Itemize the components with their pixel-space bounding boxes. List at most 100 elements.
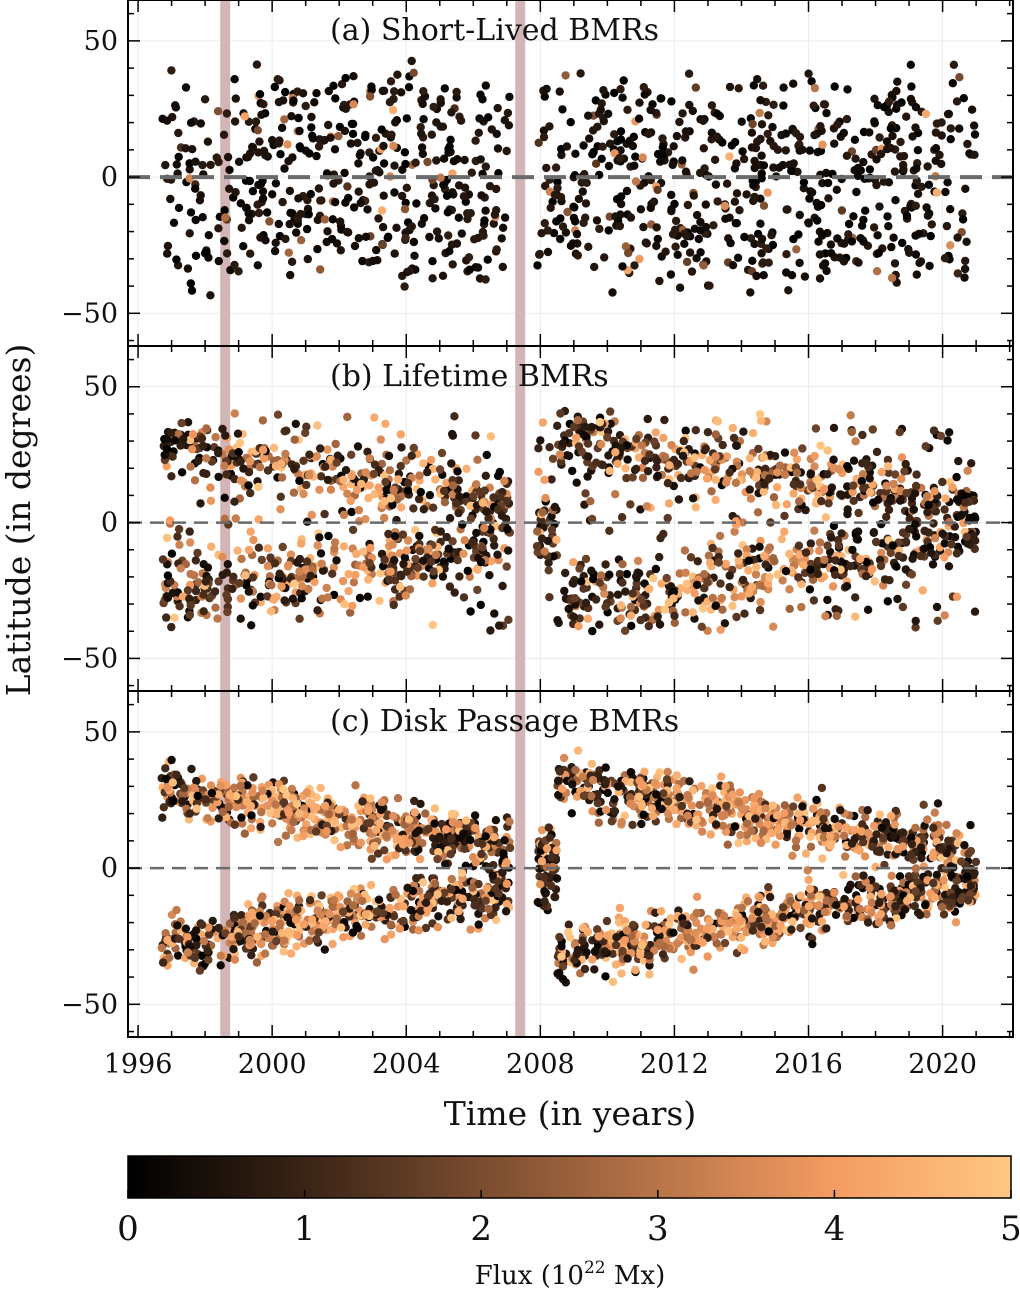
data-point (603, 427, 613, 436)
data-point (669, 142, 678, 151)
data-point (469, 492, 478, 501)
data-point (582, 948, 591, 957)
data-point (871, 537, 881, 547)
data-point (305, 936, 314, 945)
data-point (425, 491, 435, 500)
data-point (901, 580, 911, 589)
data-point (320, 135, 329, 145)
data-point (289, 96, 298, 105)
data-point (852, 187, 861, 197)
data-point (229, 572, 238, 581)
data-point (174, 203, 184, 213)
data-point (930, 893, 939, 902)
data-point (911, 201, 920, 210)
data-point (756, 219, 765, 228)
data-point (631, 464, 641, 473)
data-point (712, 804, 722, 813)
data-point (489, 493, 498, 502)
data-point (789, 480, 798, 489)
data-point (752, 562, 761, 572)
data-point (337, 80, 347, 89)
data-point (892, 913, 901, 923)
data-point (466, 607, 475, 616)
data-point (793, 793, 802, 802)
data-point (843, 85, 852, 94)
data-point (167, 549, 177, 558)
data-point (772, 483, 782, 492)
data-point (412, 874, 421, 883)
data-point (884, 505, 894, 515)
data-point (358, 256, 367, 266)
y-tick-label: 50 (84, 26, 118, 57)
data-point (174, 524, 184, 534)
data-point (162, 613, 171, 622)
data-point (653, 234, 662, 244)
data-point (799, 178, 809, 187)
data-point (402, 567, 411, 576)
data-point (561, 568, 570, 578)
data-point (755, 605, 765, 615)
data-point (683, 791, 692, 800)
data-point (407, 56, 416, 66)
data-point (941, 494, 950, 503)
data-point (433, 923, 443, 932)
data-point (738, 575, 748, 585)
data-point (966, 881, 976, 890)
data-point (600, 947, 609, 956)
data-point (344, 569, 353, 579)
data-point (827, 533, 836, 542)
data-point (410, 796, 419, 806)
data-point (214, 224, 223, 233)
data-point (368, 256, 378, 266)
data-point (538, 508, 547, 517)
data-point (623, 105, 632, 115)
data-point (590, 947, 600, 956)
data-point (193, 456, 203, 466)
data-point (846, 411, 855, 420)
data-point (365, 818, 375, 828)
data-point (694, 596, 703, 605)
data-point (785, 585, 794, 594)
data-point (755, 410, 765, 419)
data-point (946, 241, 955, 250)
data-point (749, 81, 758, 90)
data-point (919, 800, 928, 809)
data-point (380, 935, 389, 944)
data-point (486, 557, 496, 566)
data-point (359, 562, 368, 572)
data-point (502, 900, 512, 909)
data-point (475, 114, 484, 123)
data-point (777, 130, 786, 140)
data-point (950, 533, 960, 542)
data-point (363, 447, 372, 456)
data-point (782, 500, 792, 509)
data-point (730, 527, 739, 536)
data-point (906, 94, 916, 104)
data-point (686, 469, 696, 478)
data-point (678, 451, 688, 461)
data-point (752, 473, 761, 482)
data-point (413, 563, 422, 572)
data-point (883, 462, 893, 471)
data-point (732, 189, 742, 198)
data-point (425, 198, 434, 208)
data-point (649, 574, 658, 583)
data-point (310, 98, 319, 107)
data-point (343, 182, 352, 191)
data-point (218, 570, 227, 580)
data-point (481, 471, 490, 480)
data-point (854, 895, 863, 904)
data-point (167, 472, 176, 481)
data-point (218, 424, 227, 434)
data-point (173, 532, 182, 541)
data-point (724, 919, 734, 928)
data-point (800, 272, 810, 281)
data-point (454, 508, 463, 518)
data-point (597, 440, 606, 449)
data-point (755, 108, 764, 118)
data-point (418, 149, 427, 159)
data-point (782, 829, 792, 839)
data-point (637, 595, 646, 604)
data-point (191, 926, 201, 935)
data-point (472, 480, 481, 489)
